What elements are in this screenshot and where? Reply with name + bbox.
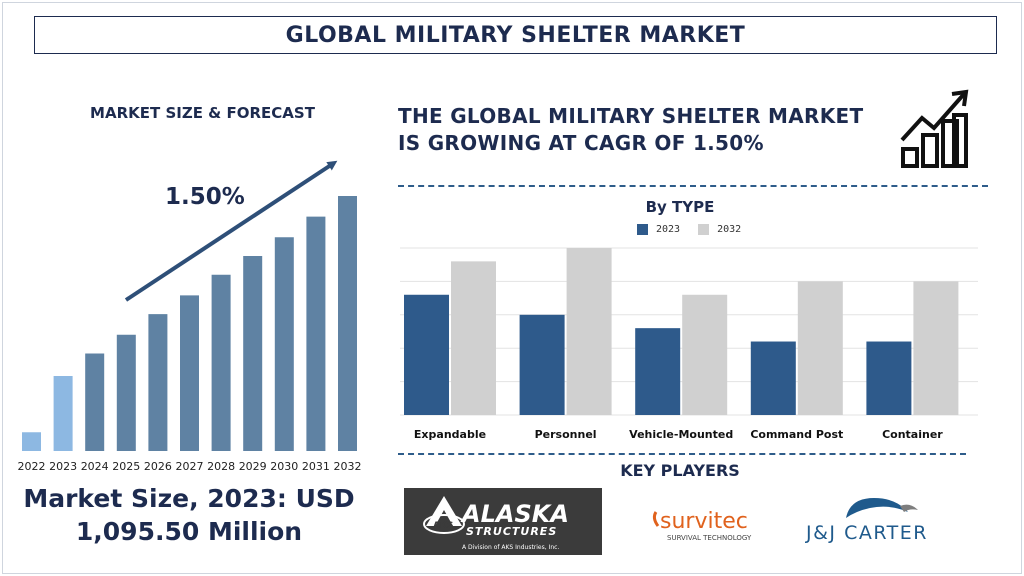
type-chart-title: By TYPE bbox=[645, 198, 715, 216]
page-title: GLOBAL MILITARY SHELTER MARKET bbox=[285, 22, 746, 48]
forecast-tick-2029: 2029 bbox=[239, 460, 267, 473]
market-size-statement: Market Size, 2023: USD 1,095.50 Million bbox=[14, 482, 364, 548]
alaska-badge: AKS bbox=[433, 521, 453, 531]
survitec-logo-graphic: survitec SURVIVAL TECHNOLOGY bbox=[652, 509, 752, 542]
jj-carter-logo: J&J CARTER bbox=[800, 494, 930, 546]
divider-top bbox=[398, 185, 988, 187]
forecast-bar-2025 bbox=[116, 334, 136, 451]
forecast-tick-2022: 2022 bbox=[18, 460, 46, 473]
alaska-structures-logo: AKS ALASKA STRUCTURES A Division of AKS … bbox=[404, 488, 602, 555]
title-banner: GLOBAL MILITARY SHELTER MARKET bbox=[34, 16, 997, 54]
forecast-bar-2023 bbox=[53, 376, 73, 451]
survitec-logo: survitec SURVIVAL TECHNOLOGY bbox=[650, 500, 770, 546]
forecast-tick-2026: 2026 bbox=[144, 460, 172, 473]
survitec-tagline: SURVIVAL TECHNOLOGY bbox=[667, 534, 752, 542]
type-bar-personnel-2023 bbox=[519, 314, 565, 415]
alaska-logo-graphic: AKS ALASKA STRUCTURES A Division of AKS … bbox=[423, 496, 569, 551]
legend-label-2023: 2023 bbox=[656, 224, 681, 235]
market-size-line-2: 1,095.50 Million bbox=[75, 517, 303, 546]
type-category-command-post: Command Post bbox=[750, 428, 843, 441]
alaska-brand-sub: STRUCTURES bbox=[466, 525, 557, 538]
carter-logo-graphic: J&J CARTER bbox=[805, 498, 928, 544]
type-bar-vehicle-mounted-2023 bbox=[635, 328, 681, 415]
type-bar-container-2032 bbox=[913, 281, 959, 415]
key-players-heading: KEY PLAYERS bbox=[620, 461, 740, 480]
cagr-headline: THE GLOBAL MILITARY SHELTER MARKET IS GR… bbox=[398, 103, 898, 157]
type-bar-command-post-2023 bbox=[750, 341, 796, 415]
forecast-tick-2030: 2030 bbox=[270, 460, 298, 473]
type-category-expandable: Expandable bbox=[414, 428, 486, 441]
forecast-tick-2027: 2027 bbox=[176, 460, 204, 473]
type-bar-command-post-2032 bbox=[797, 281, 843, 415]
headline-line-1: THE GLOBAL MILITARY SHELTER MARKET bbox=[398, 104, 864, 128]
forecast-bar-2032 bbox=[338, 196, 357, 451]
forecast-tick-2024: 2024 bbox=[81, 460, 109, 473]
forecast-bar-2022 bbox=[22, 432, 41, 451]
carter-brand: J&J CARTER bbox=[805, 522, 928, 544]
growth-chart-icon bbox=[900, 89, 969, 168]
divider-bottom bbox=[398, 453, 966, 455]
forecast-bar-2029 bbox=[243, 256, 263, 451]
type-category-container: Container bbox=[882, 428, 943, 441]
type-bar-container-2023 bbox=[866, 341, 912, 415]
type-bar-personnel-2032 bbox=[566, 248, 612, 415]
type-category-personnel: Personnel bbox=[535, 428, 597, 441]
legend-swatch-2032 bbox=[698, 224, 710, 235]
headline-line-2: IS GROWING AT CAGR OF 1.50% bbox=[398, 131, 764, 155]
forecast-bar-2026 bbox=[148, 314, 168, 451]
alaska-tagline: A Division of AKS Industries, Inc. bbox=[462, 544, 559, 551]
forecast-tick-2031: 2031 bbox=[302, 460, 330, 473]
market-size-line-1: Market Size, 2023: USD bbox=[23, 484, 355, 513]
alaska-brand: ALASKA bbox=[460, 500, 569, 528]
legend-item-2032: 2032 bbox=[698, 224, 741, 235]
legend-swatch-2023 bbox=[637, 224, 648, 235]
type-category-vehicle-mounted: Vehicle-Mounted bbox=[629, 428, 733, 441]
forecast-bar-2030 bbox=[274, 237, 294, 451]
forecast-chart: 2022 2023 2024 2025 2026 2027 2028 2029 2030 2031… bbox=[18, 160, 362, 473]
forecast-tick-2032: 2032 bbox=[334, 460, 362, 473]
type-chart: Expandable Personnel Vehicle-Mounted Comman… bbox=[400, 247, 978, 441]
type-bar-expandable-2032 bbox=[451, 261, 496, 415]
forecast-bar-2031 bbox=[306, 216, 326, 451]
type-bar-vehicle-mounted-2032 bbox=[682, 294, 728, 415]
survitec-brand: survitec bbox=[660, 509, 748, 534]
legend-label-2032: 2032 bbox=[717, 224, 742, 235]
legend-item-2023: 2023 bbox=[637, 224, 680, 235]
type-bar-expandable-2023 bbox=[404, 294, 449, 415]
type-chart-legend: 2023 2032 bbox=[637, 224, 759, 235]
forecast-tick-2028: 2028 bbox=[207, 460, 235, 473]
forecast-tick-2025: 2025 bbox=[112, 460, 140, 473]
forecast-bar-2027 bbox=[180, 295, 199, 451]
forecast-bar-2028 bbox=[211, 274, 231, 451]
forecast-bar-2024 bbox=[85, 353, 105, 451]
growth-arrow bbox=[124, 160, 338, 302]
forecast-tick-2023: 2023 bbox=[49, 460, 77, 473]
forecast-heading: MARKET SIZE & FORECAST bbox=[90, 104, 315, 122]
cagr-label: 1.50% bbox=[165, 184, 245, 210]
